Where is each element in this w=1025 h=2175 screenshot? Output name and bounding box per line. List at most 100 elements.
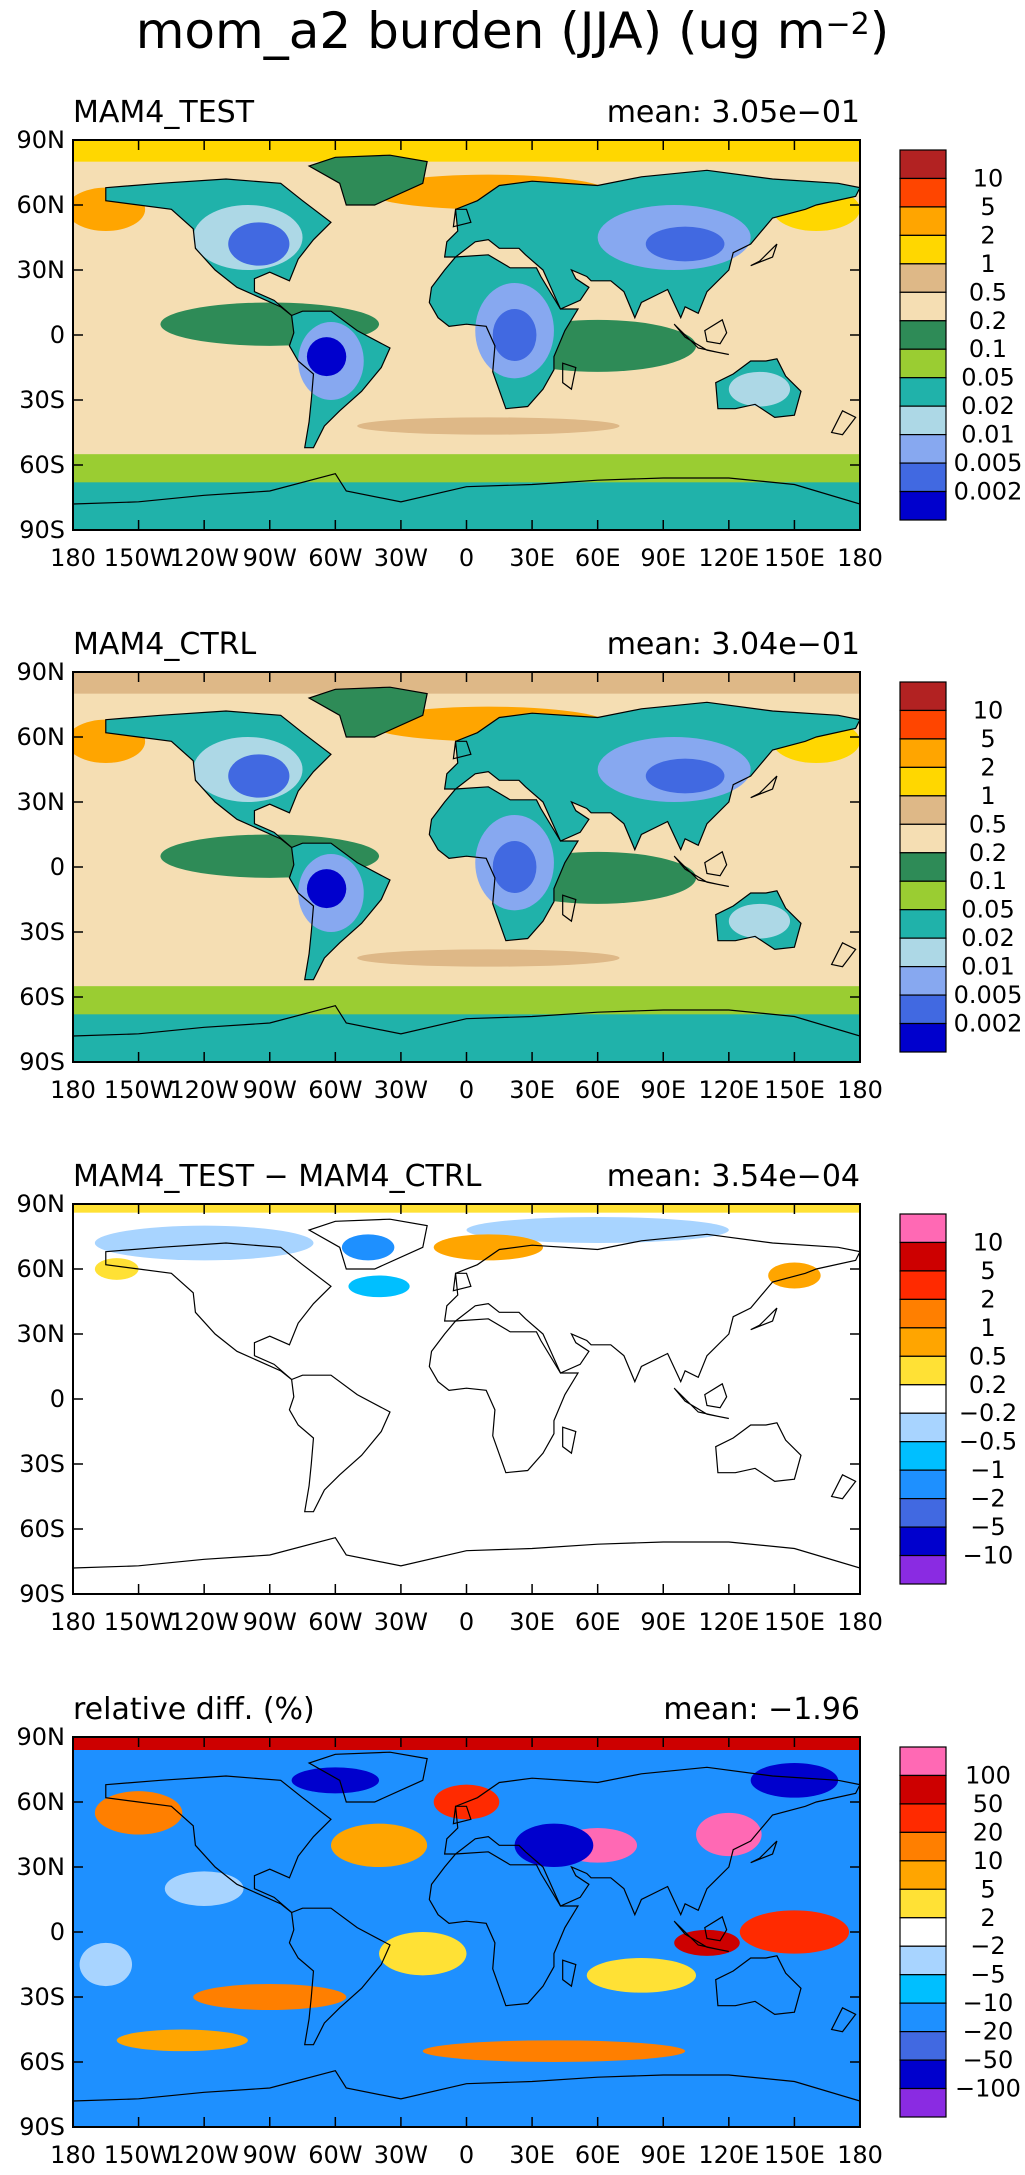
colorbar-box [899,1441,947,1471]
lon-tick-label: 180 [50,1076,96,1104]
colorbar-box [899,434,947,464]
lat-tick-label: 0 [50,321,65,349]
lon-tick-label: 120E [698,1608,759,1636]
colorbar-label: −2 [970,1932,1005,1960]
colorbar-box [899,1774,947,1805]
contour-field [73,1737,860,2127]
lon-tick-label: 150E [764,1076,825,1104]
lat-tick-label: 30N [17,256,66,284]
coastline-new-zealand [830,410,857,436]
field-blob [696,1812,762,1857]
colorbar-label: 1 [980,250,995,278]
colorbar-box [899,823,947,854]
lon-tick-label: 0 [459,1076,474,1104]
colorbar-label: 10 [973,164,1004,192]
coastline-greenland [307,1218,428,1270]
lon-tick-label: 180 [50,2141,96,2169]
lon-tick-label: 180 [837,1608,883,1636]
colorbar-label: 100 [965,1761,1011,1789]
colorbar-label: 0.5 [969,1342,1007,1370]
lon-tick-label: 90E [640,544,686,572]
lon-tick-label: 60E [575,1076,621,1104]
lon-tick-label: 30W [374,1608,428,1636]
colorbar-label: 0.05 [961,896,1014,924]
coastline-japan [750,775,778,799]
lat-tick-label: 30N [17,1853,66,1881]
colorbar-label: 0.5 [969,810,1007,838]
colorbar-label: −5 [970,1961,1005,1989]
coastline-indonesia [673,323,729,356]
lon-tick-label: 180 [837,544,883,572]
lon-tick-label: 60E [575,1608,621,1636]
colorbar-box [899,291,947,322]
colorbar-label: −20 [963,2018,1014,2046]
lon-tick-label: 90E [640,1608,686,1636]
coastline-indonesia [673,1387,729,1420]
panel-right-title: mean: 3.04e−01 [607,627,860,662]
lat-tick-label: 30N [17,1320,66,1348]
coastline-africa [428,1318,580,1474]
colorbar-box [899,1022,947,1053]
colorbar-label: −0.5 [959,1428,1017,1456]
colorbar-box [899,2087,947,2118]
colorbar-label: −100 [955,2075,1021,2103]
colorbar-label: −1 [970,1456,1005,1484]
coastline-australia [715,358,802,418]
colorbar-box [899,490,947,521]
coastlines [73,686,860,1062]
colorbar-box [899,1412,947,1443]
title-unit-exponent: −2 [825,7,870,42]
lat-tick-label: 60N [17,1255,66,1283]
lon-tick-label: 0 [459,544,474,572]
colorbar-box [899,377,947,407]
field-land-greenland [309,155,428,205]
coastline-borneo [704,1915,728,1942]
lon-tick-label: 120W [169,1076,239,1104]
field-blob [330,1823,428,1868]
lon-tick-label: 30E [509,1076,555,1104]
lon-tick-label: 90E [640,1076,686,1104]
colorbar-box [899,738,947,768]
lon-tick-label: 30E [509,544,555,572]
lon-tick-label: 150E [764,2141,825,2169]
field-blob-asia-core [645,758,725,794]
field-blob-australia [728,371,791,407]
lat-tick-label: 30S [19,1450,65,1478]
coastline-madagascar [562,1426,577,1455]
lon-tick-label: 60E [575,2141,621,2169]
coastline-indonesia [673,1920,729,1953]
coastline-greenland [307,686,428,738]
coastline-antarctica [73,1004,860,1062]
colorbar-label: 2 [980,753,995,781]
lon-tick-label: 30E [509,2141,555,2169]
coastline-south-america [288,1374,391,1513]
panel-right-title: mean: 3.54e−04 [607,1159,860,1194]
colorbar-label: 5 [980,725,995,753]
coastline-south-america [288,1907,391,2046]
colorbar-box [899,1327,947,1357]
lat-tick-label: 90S [19,1580,65,1608]
colorbar-box [899,681,947,712]
panel-left-title: MAM4_TEST [73,95,255,130]
lon-tick-label: 30W [374,2141,428,2169]
colorbar-box [899,1554,947,1585]
lon-tick-label: 90W [243,1608,297,1636]
coastline-uk [452,1272,472,1292]
colorbar-box [899,1974,947,2004]
lon-tick-label: 180 [50,544,96,572]
page-title: mom_a2 burden (JJA) (ug m−2) [0,0,1025,70]
coastline-new-zealand [830,2007,857,2033]
colorbar-box [899,1355,947,1386]
coastline-africa [428,786,580,942]
field-blob-amazon-core [306,869,347,909]
lon-tick-label: 90W [243,1076,297,1104]
lon-tick-label: 90E [640,2141,686,2169]
lat-tick-label: 90N [17,1723,66,1751]
field-blob-negative-core [514,1823,594,1868]
colorbar-label: 0.01 [961,953,1014,981]
lon-tick-label: 30W [374,544,428,572]
lat-tick-label: 30N [17,788,66,816]
